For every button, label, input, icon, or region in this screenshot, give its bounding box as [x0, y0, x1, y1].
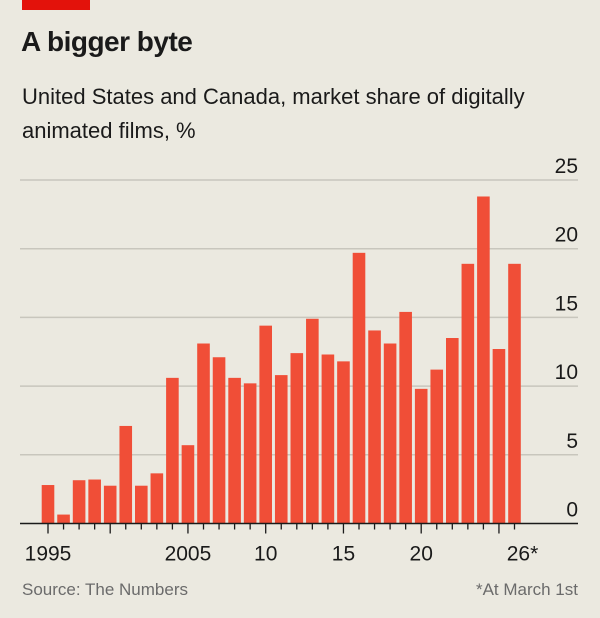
bar-2017 — [368, 330, 381, 524]
bar-2020 — [414, 388, 428, 524]
bar-2015 — [337, 361, 350, 524]
bar-2024 — [477, 196, 490, 524]
source-note: Source: The Numbers — [22, 580, 188, 599]
y-tick-label: 25 — [555, 155, 578, 178]
bar-2016 — [352, 252, 366, 524]
bar-2007 — [212, 357, 226, 524]
footnote: *At March 1st — [475, 580, 578, 599]
bar-2022 — [446, 338, 459, 524]
bar-2006 — [197, 343, 210, 524]
bar-1996 — [41, 485, 55, 524]
bar-2021 — [430, 369, 444, 524]
x-tick-label: 20 — [410, 543, 433, 566]
bar-2010 — [259, 325, 272, 524]
bar-2000 — [103, 485, 117, 524]
bar-2009 — [243, 383, 257, 524]
bar-2018 — [383, 343, 397, 524]
y-tick-label: 5 — [566, 430, 578, 453]
bar-2003 — [150, 473, 164, 524]
y-tick-label: 0 — [566, 499, 578, 522]
brand-tag — [22, 0, 90, 10]
bar-2008 — [228, 377, 241, 524]
bar-2026 — [508, 263, 521, 524]
y-tick-label: 20 — [555, 224, 578, 247]
bar-2014 — [321, 354, 335, 524]
bar-2004 — [166, 377, 179, 524]
bar-1997 — [57, 514, 70, 524]
bar-2013 — [306, 318, 319, 524]
bar-2023 — [461, 263, 475, 524]
bar-1999 — [88, 479, 101, 524]
x-tick-label: 1995 — [25, 543, 72, 566]
y-tick-label: 10 — [555, 361, 578, 384]
bar-2025 — [492, 349, 506, 524]
bar-2011 — [274, 375, 288, 524]
bar-2019 — [399, 311, 412, 524]
chart-title: A bigger byte — [21, 26, 193, 57]
bar-1998 — [72, 480, 86, 524]
x-tick-label: 15 — [332, 543, 355, 566]
y-tick-label: 15 — [555, 292, 578, 315]
bar-2002 — [135, 485, 148, 524]
bar-2005 — [181, 445, 195, 524]
x-tick-label: 10 — [254, 543, 277, 566]
chart-subtitle: United States and Canada, market share o… — [22, 84, 525, 143]
bar-2001 — [119, 425, 133, 524]
x-tick-label: 26* — [507, 543, 539, 566]
bar-2012 — [290, 353, 304, 524]
x-tick-label: 2005 — [165, 543, 212, 566]
